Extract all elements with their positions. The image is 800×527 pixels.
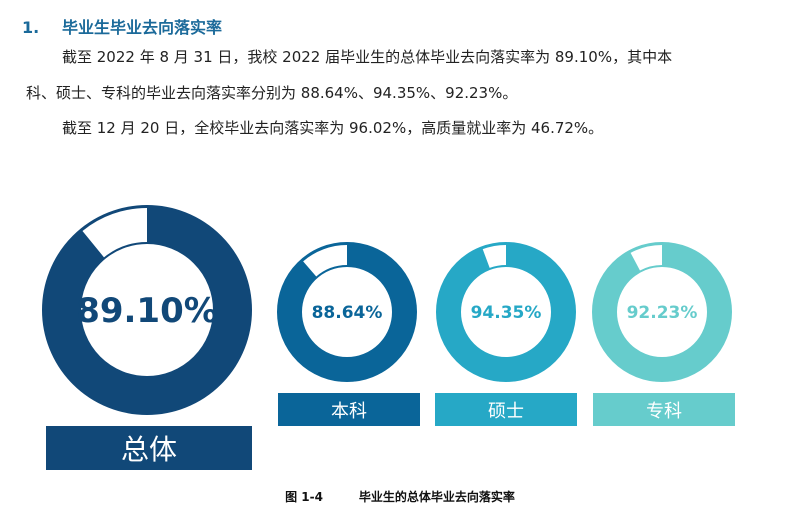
figure-caption: 图 1-4 毕业生的总体毕业去向落实率 xyxy=(285,490,515,504)
donut-remainder-1 xyxy=(303,245,347,277)
paragraph-1-cont: 科、硕士、专科的毕业去向落实率分别为 88.64%、94.35%、92.23%。 xyxy=(26,84,518,102)
category-label: 专科 xyxy=(593,393,735,426)
category-label: 硕士 xyxy=(435,393,577,426)
donut-value-label: 92.23% xyxy=(627,303,698,323)
section-heading: 1. 毕业生毕业去向落实率 xyxy=(22,18,223,37)
category-label: 总体 xyxy=(46,426,252,470)
donut-remainder-3 xyxy=(630,245,662,271)
donut-remainder-2 xyxy=(482,245,506,268)
donut-remainder-0 xyxy=(82,208,147,258)
donut-value-label: 88.64% xyxy=(312,303,383,323)
donut-value-label: 89.10% xyxy=(76,291,218,331)
paragraph-1: 截至 2022 年 8 月 31 日，我校 2022 届毕业生的总体毕业去向落实… xyxy=(62,48,673,66)
category-label: 本科 xyxy=(278,393,420,426)
paragraph-2: 截至 12 月 20 日，全校毕业去向落实率为 96.02%，高质量就业率为 4… xyxy=(62,119,604,137)
donut-value-label: 94.35% xyxy=(471,303,542,323)
